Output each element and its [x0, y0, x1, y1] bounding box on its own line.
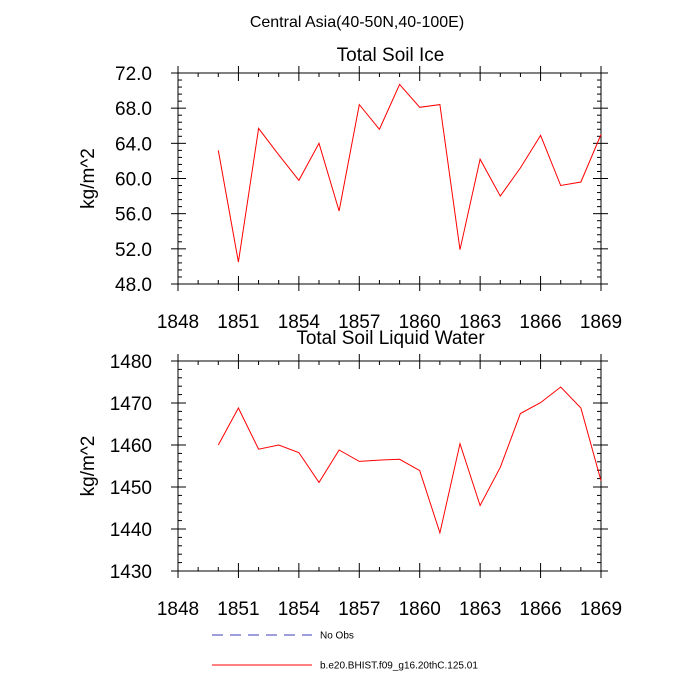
y-tick-label: 1480: [110, 352, 152, 373]
y-tick-label: 1460: [110, 436, 152, 457]
x-tick-label: 1866: [519, 312, 561, 333]
series-line: [217, 386, 602, 535]
y-tick-label: 56.0: [115, 205, 152, 226]
plot-frame: [177, 72, 602, 285]
y-tick-label: 1470: [110, 394, 152, 415]
series-line: [217, 83, 602, 263]
x-tick-label: 1869: [580, 599, 622, 620]
x-tick-label: 1857: [338, 312, 380, 333]
x-tick-label: 1854: [278, 312, 321, 333]
legend-entry: No Obs: [212, 631, 354, 642]
y-tick-label: 64.0: [115, 134, 152, 155]
y-tick-label: 1450: [110, 478, 152, 499]
x-tick-label: 1860: [399, 312, 441, 333]
x-tick-label: 1848: [157, 312, 199, 333]
y-axis-label: kg/m^2: [78, 436, 99, 497]
x-tick-label: 1860: [399, 599, 441, 620]
panel-title: Total Soil Ice: [337, 45, 445, 66]
panel-1: Total Soil Ice 1848 1851 1854 1857 1860 1863 18…: [78, 45, 622, 333]
x-tick-label: 1869: [580, 312, 622, 333]
x-tick-label: 1851: [217, 599, 259, 620]
y-tick-label: 1440: [110, 520, 152, 541]
y-tick-label: 52.0: [115, 240, 152, 261]
figure-title: Central Asia(40-50N,40-100E): [250, 14, 464, 31]
panel-2: Total Soil Liquid Water 1848 1851 1854 1857 1…: [78, 328, 622, 620]
y-tick-label: 48.0: [115, 275, 152, 296]
x-tick-label: 1863: [459, 312, 501, 333]
x-tick-label: 1863: [459, 599, 501, 620]
legend-label: No Obs: [320, 631, 354, 642]
x-tick-label: 1848: [157, 599, 199, 620]
legend: No Obs b.e20.BHIST.f09_g16.20thC.125.01: [212, 631, 478, 672]
chart-panels: Total Soil Ice 1848 1851 1854 1857 1860 1863 18…: [78, 45, 622, 620]
legend-label: b.e20.BHIST.f09_g16.20thC.125.01: [320, 661, 478, 672]
x-tick-label: 1857: [338, 599, 380, 620]
panel-title: Total Soil Liquid Water: [296, 328, 485, 349]
y-tick-label: 72.0: [115, 64, 152, 85]
legend-entry: b.e20.BHIST.f09_g16.20thC.125.01: [212, 661, 478, 672]
y-tick-label: 68.0: [115, 99, 152, 120]
y-axis-label: kg/m^2: [78, 148, 99, 209]
x-tick-label: 1851: [217, 312, 259, 333]
y-tick-label: 60.0: [115, 170, 152, 191]
x-tick-label: 1854: [278, 599, 321, 620]
y-tick-label: 1430: [110, 562, 152, 583]
plot-frame: [177, 360, 602, 572]
x-tick-label: 1866: [519, 599, 561, 620]
